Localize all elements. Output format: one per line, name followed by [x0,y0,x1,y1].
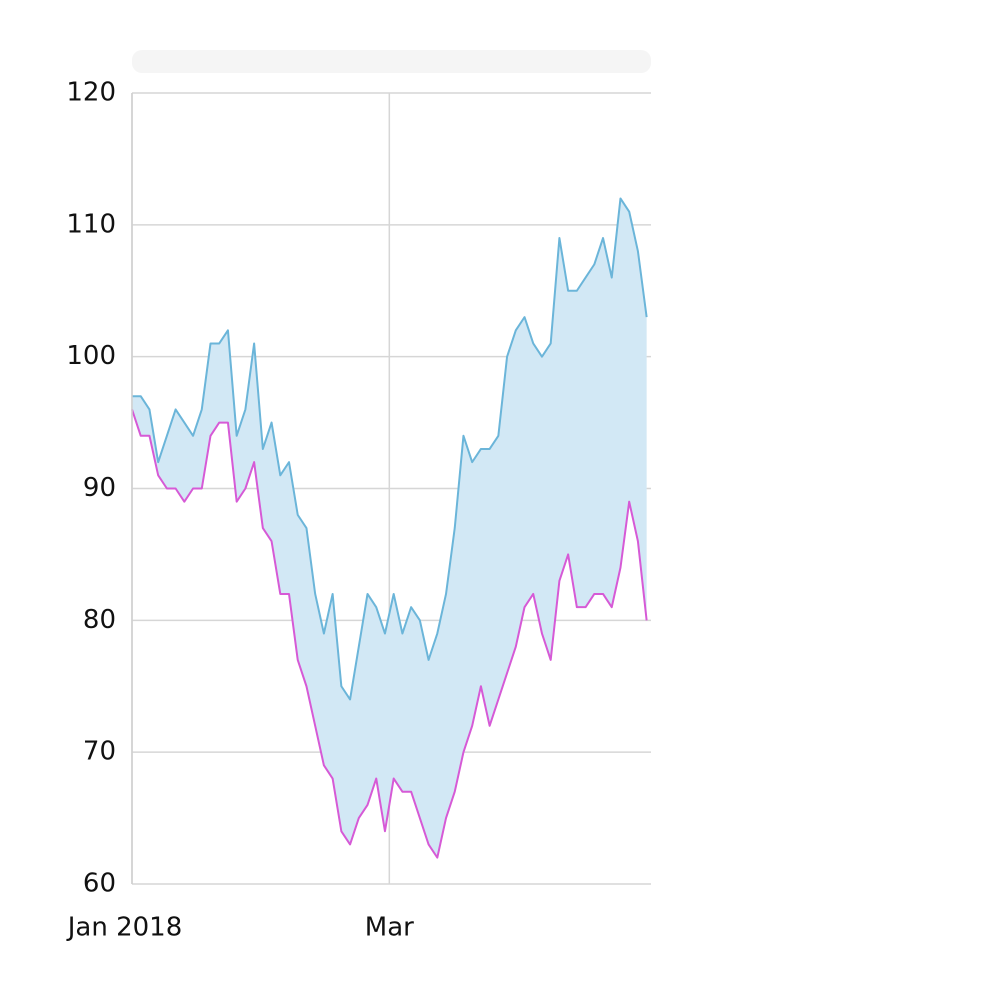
range-fill [132,198,647,858]
series-line [132,197,648,701]
x-tick-label: Mar [365,913,414,943]
x-tick-label: Jan 2018 [66,913,183,943]
y-tick-label: 70 [83,737,116,767]
y-tick-label: 60 [83,869,116,899]
y-tick-label: 80 [83,605,116,635]
y-tick-label: 110 [66,209,116,239]
y-tick-label: 120 [66,78,116,108]
series-line [131,409,648,859]
scroll-bar [132,50,651,73]
y-tick-label: 90 [83,473,116,503]
y-tick-label: 100 [66,341,116,371]
